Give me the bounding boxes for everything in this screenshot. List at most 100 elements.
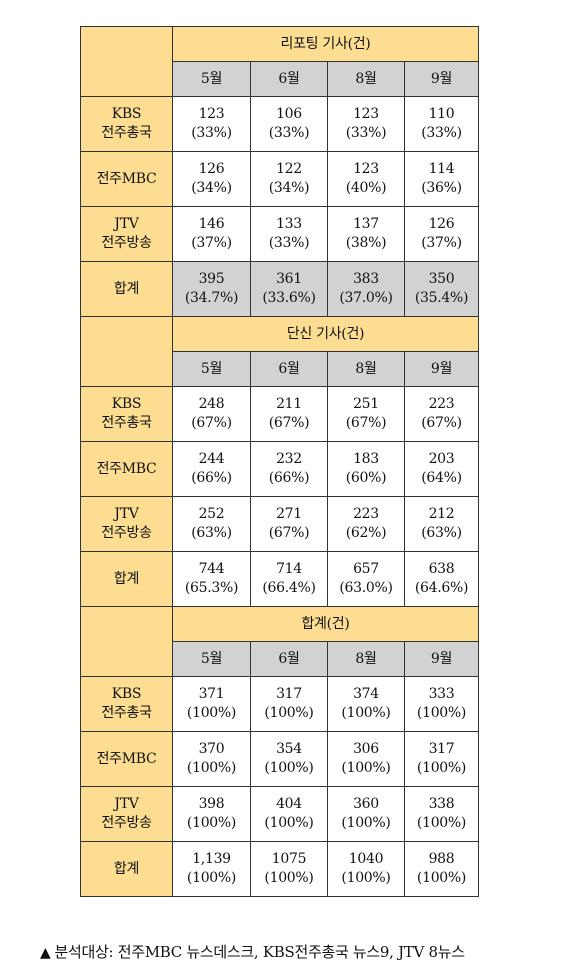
data-cell: 1,139 (100%) (172, 841, 251, 897)
cell-count: 183 (353, 451, 379, 467)
cell-count: 248 (198, 396, 225, 412)
data-cell: 333 (100%) (404, 676, 479, 732)
cell-count: 395 (198, 271, 225, 287)
section-title: 리포팅 기사(건) (172, 26, 479, 62)
data-cell: 395 (34.7%) (172, 261, 251, 317)
section-title: 단신 기사(건) (172, 316, 479, 352)
month-header: 5월 (172, 641, 251, 677)
cell-percent: (33%) (268, 235, 310, 251)
footnote: ▲ 분석대상: 전주MBC 뉴스데스크, KBS전주총국 뉴스9, JTV 8뉴스 (40, 941, 465, 962)
row-label-line: 전주MBC (96, 750, 157, 767)
cell-percent: (37.0%) (339, 290, 393, 306)
cell-percent: (37%) (421, 235, 462, 251)
row-label-line: 전주방송 (101, 235, 152, 251)
cell-percent: (38%) (345, 235, 387, 251)
cell-count: 123 (198, 106, 225, 122)
row-label-line: JTV (114, 796, 139, 812)
cell-count: 371 (198, 686, 225, 702)
data-cell: 404 (100%) (250, 786, 328, 842)
cell-count: 137 (353, 216, 379, 232)
data-cell: 317 (100%) (404, 731, 479, 787)
cell-percent: (66%) (268, 470, 310, 486)
row-label: KBS 전주총국 (80, 386, 173, 442)
data-cell: 114 (36%) (404, 151, 479, 207)
data-cell: 354 (100%) (250, 731, 328, 787)
cell-count: 714 (276, 561, 302, 577)
cell-percent: (100%) (416, 815, 467, 831)
table-row: KBS 전주총국 123 (33%) 106 (33%) 123 (33%) 110 (33%) (80, 96, 479, 152)
month-header: 9월 (404, 641, 479, 677)
row-label-line: 전주방송 (101, 815, 152, 831)
cell-count: 223 (428, 396, 455, 412)
cell-count: 110 (428, 106, 455, 122)
month-header-row: 5월 6월 8월 9월 (81, 61, 479, 97)
data-cell: 744 (65.3%) (172, 551, 251, 607)
cell-percent: (100%) (186, 815, 237, 831)
cell-count: 350 (428, 271, 455, 287)
comparison-table: 리포팅 기사(건) 5월 6월 8월 9월 KBS 전주총국 123 (33%) 106 (33%)… (80, 26, 479, 897)
table-row: 전주MBC 126 (34%) 122 (34%) 123 (40%) 114 (36%) (80, 151, 479, 207)
cell-count: 383 (353, 271, 379, 287)
month-header: 6월 (250, 61, 328, 97)
cell-count: 123 (353, 161, 379, 177)
cell-percent: (64.6%) (414, 580, 469, 596)
month-header: 9월 (404, 351, 479, 387)
cell-percent: (63.0%) (339, 580, 393, 596)
cell-percent: (66%) (191, 470, 232, 486)
data-cell: 370 (100%) (172, 731, 251, 787)
cell-percent: (67%) (345, 415, 387, 431)
row-label: JTV 전주방송 (80, 206, 173, 262)
cell-count: 271 (276, 506, 302, 522)
cell-count: 126 (198, 161, 225, 177)
cell-percent: (67%) (191, 415, 232, 431)
month-header: 8월 (327, 641, 405, 677)
table-row: 합계 1,139 (100%) 1075 (100%) 1040 (100%) 988 (100… (80, 841, 479, 897)
data-cell: 223 (62%) (327, 496, 405, 552)
data-cell: 223 (67%) (404, 386, 479, 442)
row-label: 합계 (80, 261, 173, 317)
data-cell: 146 (37%) (172, 206, 251, 262)
cell-count: 317 (428, 741, 455, 757)
data-cell: 248 (67%) (172, 386, 251, 442)
data-cell: 371 (100%) (172, 676, 251, 732)
cell-count: 657 (353, 561, 379, 577)
cell-percent: (34%) (191, 180, 232, 196)
data-cell: 398 (100%) (172, 786, 251, 842)
data-cell: 137 (38%) (327, 206, 405, 262)
cell-percent: (64%) (421, 470, 462, 486)
data-cell: 244 (66%) (172, 441, 251, 497)
data-cell: 110 (33%) (404, 96, 479, 152)
cell-count: 744 (198, 561, 225, 577)
cell-count: 354 (276, 741, 302, 757)
month-header: 8월 (327, 351, 405, 387)
row-label: 전주MBC (80, 151, 173, 207)
cell-count: 988 (428, 851, 455, 867)
data-cell: 306 (100%) (327, 731, 405, 787)
cell-percent: (100%) (416, 705, 467, 721)
month-header: 8월 (327, 61, 405, 97)
data-cell: 123 (40%) (327, 151, 405, 207)
row-label-line: 전주총국 (101, 705, 152, 721)
row-label-line: 전주MBC (96, 460, 157, 477)
data-cell: 251 (67%) (327, 386, 405, 442)
table-row: 합계 395 (34.7%) 361 (33.6%) 383 (37.0%) 350 (35.4… (80, 261, 479, 317)
data-cell: 1075 (100%) (250, 841, 328, 897)
cell-percent: (100%) (341, 815, 391, 831)
cell-percent: (33%) (421, 125, 462, 141)
data-cell: 211 (67%) (250, 386, 328, 442)
triangle-marker-icon: ▲ (40, 945, 51, 961)
data-cell: 383 (37.0%) (327, 261, 405, 317)
table-row: JTV 전주방송 398 (100%) 404 (100%) 360 (100%) 338 (10… (80, 786, 479, 842)
section-title: 합계(건) (172, 606, 479, 642)
cell-percent: (60%) (345, 470, 387, 486)
data-cell: 317 (100%) (250, 676, 328, 732)
row-label: 전주MBC (80, 731, 173, 787)
month-header-row: 5월 6월 8월 9월 (81, 351, 479, 387)
row-label: KBS 전주총국 (80, 96, 173, 152)
data-cell: 338 (100%) (404, 786, 479, 842)
cell-count: 317 (276, 686, 302, 702)
cell-count: 333 (428, 686, 455, 702)
cell-count: 126 (428, 216, 455, 232)
month-header: 9월 (404, 61, 479, 97)
data-cell: 212 (63%) (404, 496, 479, 552)
